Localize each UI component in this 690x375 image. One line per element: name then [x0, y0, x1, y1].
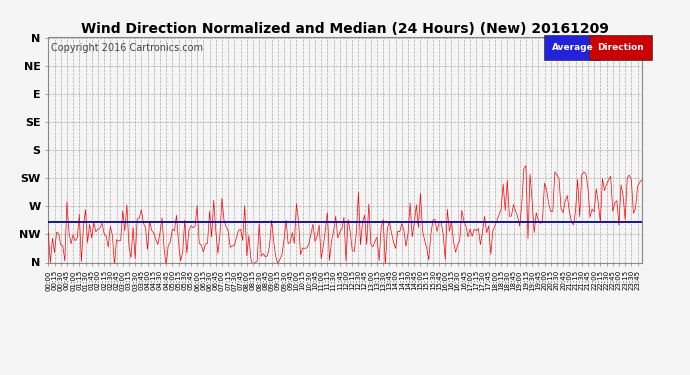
FancyBboxPatch shape [544, 35, 602, 60]
Text: Direction: Direction [598, 43, 644, 52]
FancyBboxPatch shape [589, 35, 652, 60]
Title: Wind Direction Normalized and Median (24 Hours) (New) 20161209: Wind Direction Normalized and Median (24… [81, 22, 609, 36]
Text: Copyright 2016 Cartronics.com: Copyright 2016 Cartronics.com [51, 43, 204, 53]
Text: Average: Average [552, 43, 593, 52]
